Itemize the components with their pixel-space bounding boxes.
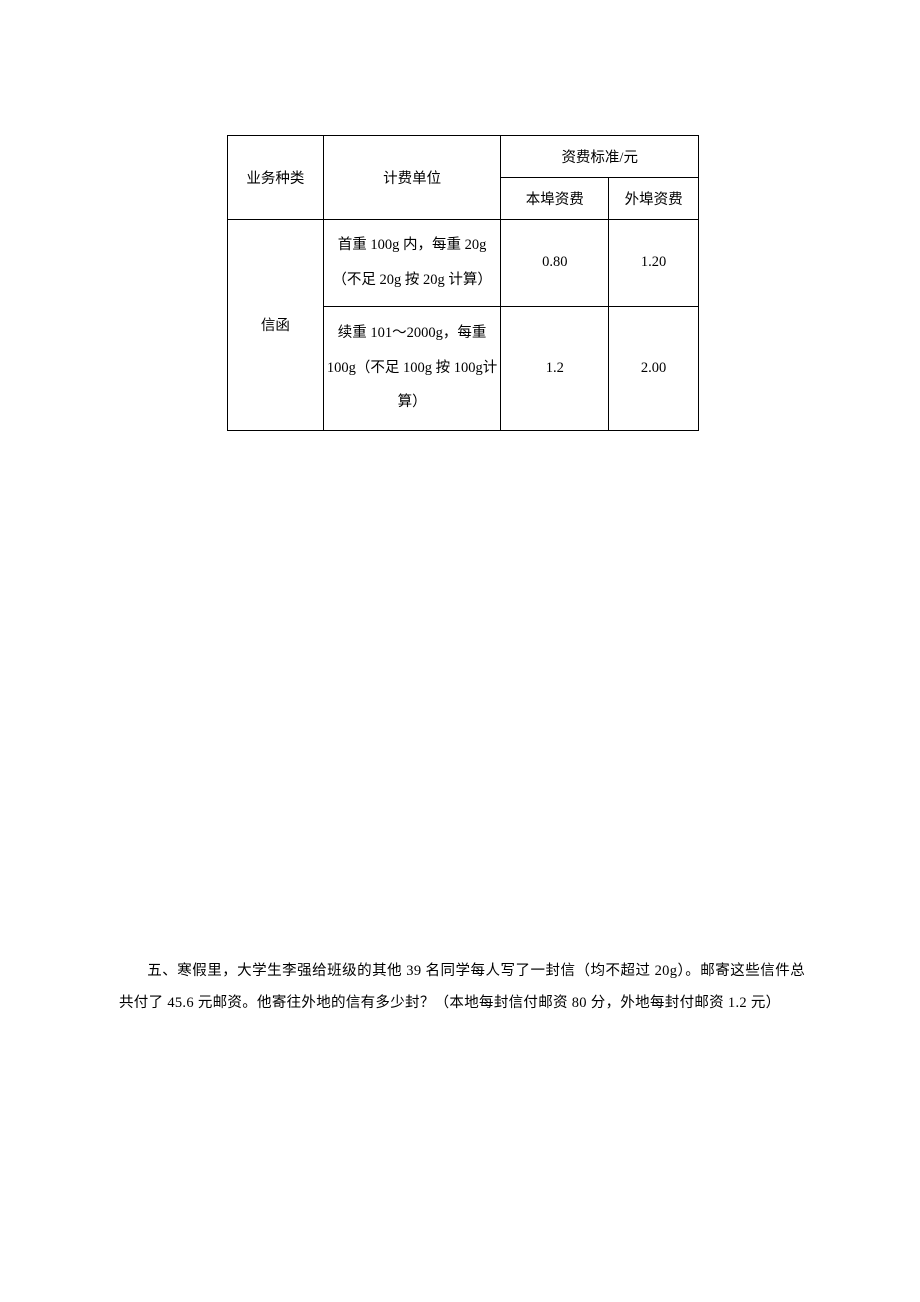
table-header-row: 业务种类 计费单位 资费标准/元 [228,136,699,178]
question-paragraph: 五、寒假里，大学生李强给班级的其他 39 名同学每人写了一封信（均不超过 20g… [119,955,805,1020]
postage-rate-table-container: 业务种类 计费单位 资费标准/元 本埠资费 外埠资费 信函 首重 100g 内，… [227,135,699,431]
cell-remote-1: 1.20 [609,220,699,307]
header-billing-unit: 计费单位 [323,136,501,220]
cell-remote-2: 2.00 [609,306,699,430]
cell-unit-2: 续重 101～2000g，每重100g（不足 100g 按 100g计算） [323,306,501,430]
cell-unit-1: 首重 100g 内，每重 20g（不足 20g 按 20g 计算） [323,220,501,307]
cell-local-1: 0.80 [501,220,609,307]
cell-category: 信函 [228,220,324,431]
postage-rate-table: 业务种类 计费单位 资费标准/元 本埠资费 外埠资费 信函 首重 100g 内，… [227,135,699,431]
subheader-local-fee: 本埠资费 [501,178,609,220]
question-section: 五、寒假里，大学生李强给班级的其他 39 名同学每人写了一封信（均不超过 20g… [115,955,805,1020]
question-text-content: 五、寒假里，大学生李强给班级的其他 39 名同学每人写了一封信（均不超过 20g… [119,963,805,1012]
header-business-type: 业务种类 [228,136,324,220]
cell-local-2: 1.2 [501,306,609,430]
subheader-remote-fee: 外埠资费 [609,178,699,220]
table-row: 信函 首重 100g 内，每重 20g（不足 20g 按 20g 计算） 0.8… [228,220,699,307]
header-fee-standard: 资费标准/元 [501,136,699,178]
